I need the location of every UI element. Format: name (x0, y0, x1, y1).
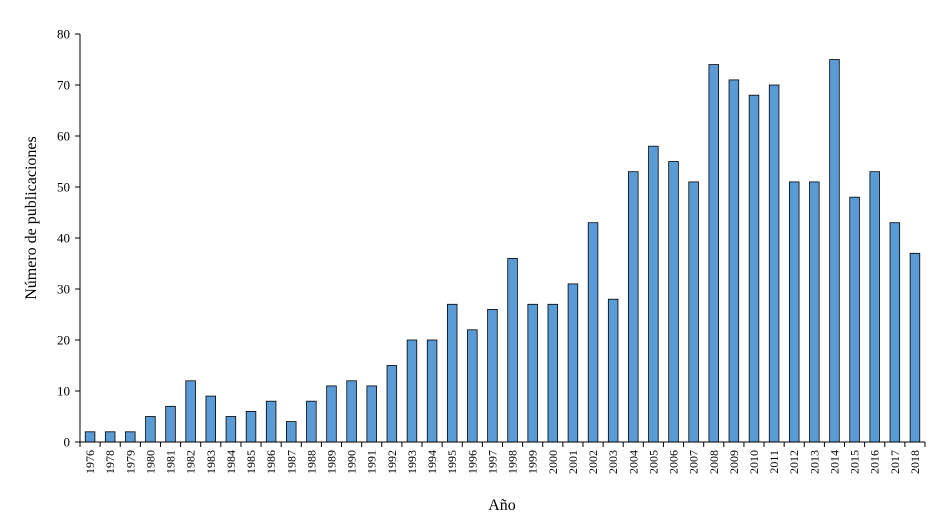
bar-2006 (668, 161, 679, 443)
x-axis-ticks: 1976 1978 1979 1980 1981 1982 1983 1984 1985 1986… (79, 442, 926, 474)
bar-2014 (829, 59, 840, 443)
bar-2012 (788, 181, 800, 443)
bar-1976 (84, 431, 96, 443)
bar-2013 (809, 181, 820, 443)
bar-1997 (487, 308, 498, 443)
x-tick-label: 2014 (827, 450, 841, 474)
bar-1993 (406, 339, 418, 443)
bar-2002 (587, 222, 599, 443)
x-tick-label: 1999 (526, 450, 540, 474)
x-tick-label: 1989 (324, 450, 338, 474)
bar-1989 (326, 385, 337, 443)
x-tick-label: 2002 (586, 450, 600, 474)
x-tick-label: 1983 (204, 450, 218, 474)
x-tick-label: 1985 (244, 450, 258, 474)
bar-2007 (688, 181, 699, 443)
bars (84, 59, 921, 443)
x-tick-label: 1997 (485, 450, 499, 474)
bar-1982 (185, 380, 196, 443)
bar-2009 (728, 79, 740, 443)
bar-1986 (265, 400, 277, 443)
x-tick-label: 1988 (304, 450, 318, 474)
x-tick-label: 2015 (848, 450, 862, 474)
bar-2010 (748, 94, 760, 443)
y-tick-label: 20 (57, 333, 70, 348)
bar-2004 (628, 171, 639, 443)
bar-1992 (386, 365, 398, 443)
bar-1998 (507, 257, 518, 443)
y-tick-label: 0 (64, 435, 71, 450)
bar-1995 (446, 303, 458, 443)
x-tick-label: 1979 (123, 450, 137, 474)
x-tick-label: 1990 (345, 450, 359, 474)
bar-1988 (306, 400, 317, 443)
x-tick-label: 2006 (667, 450, 681, 474)
x-tick-label: 1978 (103, 450, 117, 474)
bar-1980 (145, 416, 156, 443)
bar-1978 (104, 431, 116, 443)
x-tick-label: 1995 (445, 450, 459, 474)
x-tick-label: 1981 (164, 450, 178, 474)
x-tick-label: 1980 (143, 450, 157, 474)
bar-2008 (708, 64, 719, 443)
x-tick-label: 1994 (425, 450, 439, 474)
x-tick-label: 1991 (365, 450, 379, 474)
bar-1981 (165, 405, 176, 443)
bar-1999 (527, 303, 538, 443)
y-tick-label: 40 (57, 231, 70, 246)
x-tick-label: 2016 (868, 450, 882, 474)
bar-2011 (768, 84, 780, 443)
bar-1979 (125, 431, 136, 443)
x-tick-label: 2008 (707, 450, 721, 474)
x-tick-label: 1992 (385, 450, 399, 474)
x-tick-label: 1986 (264, 450, 278, 474)
bar-2016 (869, 171, 880, 443)
y-axis-title: Número de publicaciones (23, 136, 40, 300)
x-tick-label: 2011 (767, 450, 781, 474)
bar-1983 (205, 395, 217, 443)
x-tick-label: 2017 (888, 450, 902, 474)
bar-1985 (245, 410, 257, 443)
bar-1984 (225, 416, 237, 443)
bar-1987 (286, 421, 297, 443)
x-tick-label: 2007 (687, 450, 701, 474)
x-tick-label: 1976 (83, 450, 97, 474)
bar-1996 (467, 329, 478, 443)
x-tick-label: 1996 (465, 450, 479, 474)
x-tick-label: 1982 (184, 450, 198, 474)
bar-2005 (648, 145, 659, 443)
x-tick-label: 2000 (546, 450, 560, 474)
x-tick-label: 1993 (405, 450, 419, 474)
x-tick-label: 2005 (646, 450, 660, 474)
y-axis-ticks: 0 10 20 30 40 50 60 70 80 (57, 27, 80, 450)
x-tick-label: 1984 (224, 450, 238, 474)
y-tick-label: 50 (57, 180, 70, 195)
x-tick-label: 2001 (566, 450, 580, 474)
x-tick-label: 1987 (284, 450, 298, 474)
bar-2017 (889, 222, 901, 443)
bar-1994 (426, 339, 438, 443)
x-tick-label: 2012 (787, 450, 801, 474)
bar-2000 (547, 303, 559, 443)
bar-1990 (346, 380, 357, 443)
x-tick-label: 2003 (606, 450, 620, 474)
x-tick-label: 2018 (908, 450, 922, 474)
y-tick-label: 30 (57, 282, 70, 297)
bar-2015 (849, 196, 860, 443)
y-tick-label: 10 (57, 384, 70, 399)
x-tick-label: 2004 (626, 450, 640, 474)
bar-2003 (607, 298, 619, 443)
y-tick-label: 60 (57, 129, 70, 144)
bar-2018 (909, 252, 921, 443)
bar-1991 (366, 385, 377, 443)
y-tick-label: 80 (57, 27, 70, 42)
x-tick-label: 2013 (807, 450, 821, 474)
x-tick-label: 2010 (747, 450, 761, 474)
bar-2001 (567, 283, 579, 443)
y-tick-label: 70 (57, 78, 70, 93)
x-axis-title: Año (488, 497, 516, 514)
x-tick-label: 2009 (727, 450, 741, 474)
x-tick-label: 1998 (506, 450, 520, 474)
